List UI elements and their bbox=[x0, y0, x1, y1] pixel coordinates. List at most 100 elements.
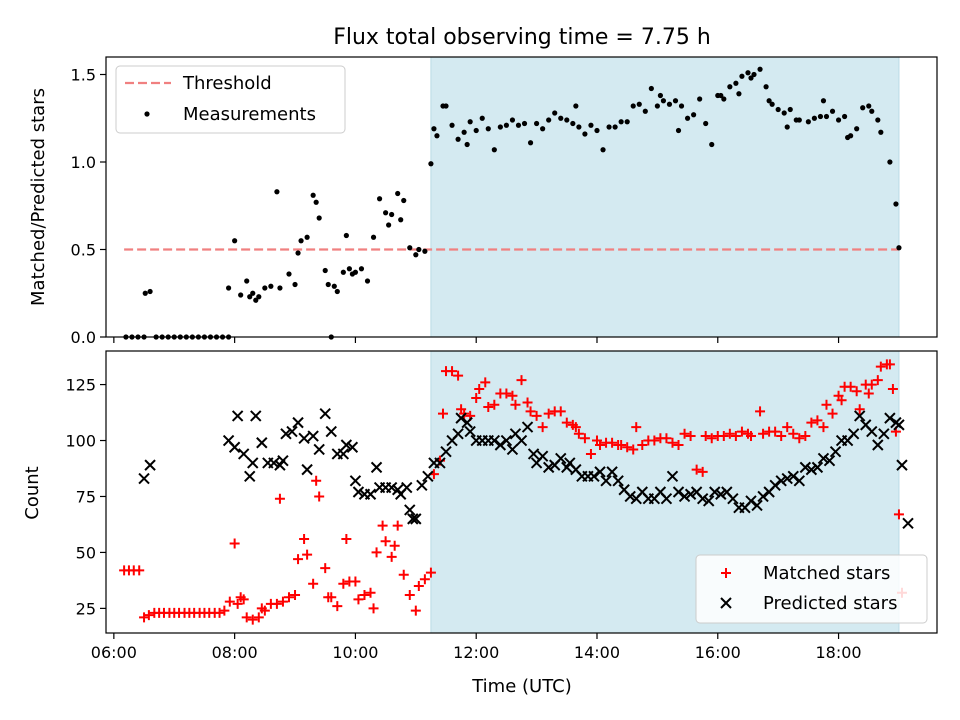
predicted-star-point bbox=[872, 439, 884, 451]
measurement-point bbox=[268, 283, 274, 289]
matched-star-point bbox=[522, 397, 533, 408]
matched-star-point bbox=[806, 417, 817, 428]
predicted-star-point bbox=[319, 407, 331, 420]
bottom-y-tick-label: 75 bbox=[76, 487, 96, 506]
matched-star-point bbox=[863, 388, 874, 399]
measurement-point bbox=[497, 124, 503, 130]
matched-star-point bbox=[134, 565, 145, 576]
predicted-star-point bbox=[407, 513, 419, 525]
matched-star-point bbox=[516, 375, 527, 386]
measurement-point bbox=[521, 120, 528, 127]
predicted-star-point bbox=[799, 461, 812, 474]
matched-star-point bbox=[143, 610, 154, 621]
measurement-point bbox=[401, 197, 407, 204]
top-y-tick-label: 1.0 bbox=[71, 153, 96, 172]
measurement-point bbox=[642, 108, 648, 114]
measurement-point bbox=[594, 127, 600, 134]
matched-star-point bbox=[887, 384, 898, 395]
predicted-star-point bbox=[660, 493, 673, 505]
matched-star-point bbox=[836, 395, 847, 406]
legend-matched-label: Matched stars bbox=[763, 563, 890, 584]
measurement-point bbox=[340, 269, 346, 275]
measurement-point bbox=[570, 120, 576, 127]
matched-star-point bbox=[480, 377, 491, 388]
predicted-star-point bbox=[527, 448, 540, 460]
measurement-point bbox=[654, 103, 660, 109]
predicted-star-point bbox=[370, 461, 383, 474]
measurement-point bbox=[256, 294, 262, 300]
matched-star-point bbox=[302, 549, 313, 560]
matched-star-point bbox=[489, 399, 500, 410]
matched-star-point bbox=[758, 428, 769, 439]
measurement-point bbox=[386, 222, 392, 228]
measurement-point bbox=[286, 271, 292, 277]
matched-star-point bbox=[573, 428, 584, 439]
predicted-star-point bbox=[440, 446, 452, 458]
measurement-point bbox=[479, 115, 485, 121]
matched-star-point bbox=[214, 607, 225, 618]
measurement-point bbox=[757, 66, 763, 72]
predicted-star-point bbox=[823, 454, 836, 467]
measurement-point bbox=[666, 101, 673, 107]
matched-star-point bbox=[561, 417, 572, 428]
predicted-star-point bbox=[292, 416, 304, 429]
predicted-star-point bbox=[769, 479, 781, 491]
legend-predicted-swatch bbox=[720, 597, 732, 609]
predicted-star-point bbox=[464, 425, 476, 438]
predicted-star-point bbox=[506, 443, 519, 456]
measurement-point bbox=[573, 103, 579, 109]
predicted-star-point bbox=[606, 466, 618, 478]
bottom-y-tick-label: 100 bbox=[65, 432, 96, 451]
matched-star-point bbox=[299, 534, 310, 544]
matched-star-point bbox=[326, 592, 337, 603]
measurement-point bbox=[751, 71, 757, 78]
matched-star-point bbox=[447, 366, 458, 377]
predicted-star-point bbox=[404, 504, 416, 516]
measurement-point bbox=[467, 119, 473, 125]
matched-star-point bbox=[229, 538, 240, 549]
measurement-point bbox=[784, 124, 790, 130]
matched-star-point bbox=[380, 536, 391, 547]
predicted-star-point bbox=[280, 428, 292, 440]
matched-star-point bbox=[274, 493, 285, 504]
predicted-star-point bbox=[340, 439, 353, 451]
predicted-star-point bbox=[745, 495, 757, 507]
matched-star-point bbox=[570, 422, 581, 433]
bottom-y-tick-label: 50 bbox=[76, 543, 96, 562]
predicted-star-point bbox=[884, 412, 896, 424]
measurement-point bbox=[866, 103, 872, 109]
predicted-star-point bbox=[461, 416, 473, 429]
matched-star-point bbox=[283, 592, 294, 603]
measurement-point bbox=[464, 141, 470, 148]
bottom-x-tick-label: 16:00 bbox=[695, 643, 741, 662]
measurement-point bbox=[781, 110, 787, 116]
matched-star-point bbox=[631, 422, 642, 433]
predicted-star-point bbox=[829, 446, 842, 458]
measurement-point bbox=[835, 117, 842, 123]
matched-star-point bbox=[501, 388, 512, 399]
predicted-star-point bbox=[250, 410, 262, 422]
matched-star-point bbox=[821, 399, 832, 410]
measurement-point bbox=[225, 285, 232, 291]
measurement-point bbox=[576, 124, 582, 130]
predicted-star-point bbox=[434, 457, 446, 469]
measurement-point bbox=[540, 126, 546, 132]
matched-star-point bbox=[359, 589, 370, 600]
predicted-star-point bbox=[600, 475, 612, 487]
measurement-point bbox=[703, 120, 709, 127]
measurement-point bbox=[848, 133, 854, 139]
measurement-point bbox=[313, 199, 319, 205]
measurement-point bbox=[721, 96, 727, 102]
matched-star-point bbox=[459, 408, 470, 419]
predicted-star-point bbox=[416, 479, 428, 491]
measurement-point bbox=[763, 84, 769, 90]
measurement-point bbox=[678, 103, 685, 109]
predicted-star-point bbox=[781, 472, 793, 485]
matched-star-point bbox=[700, 431, 711, 442]
measurement-point bbox=[672, 98, 679, 104]
measurement-point bbox=[398, 217, 404, 223]
measurement-point bbox=[675, 127, 682, 134]
matched-star-point bbox=[293, 554, 304, 565]
matched-star-point bbox=[730, 431, 741, 442]
